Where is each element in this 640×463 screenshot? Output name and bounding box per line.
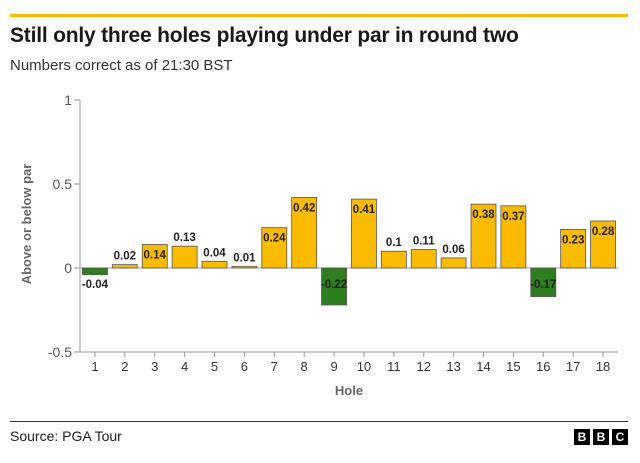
x-tick-label: 5 — [211, 359, 218, 374]
logo-letter: B — [593, 429, 609, 445]
bar — [410, 249, 437, 269]
data-label: 0.28 — [592, 226, 615, 238]
bar — [351, 198, 377, 269]
data-label: 0.1 — [386, 237, 403, 249]
x-tick-label: 2 — [121, 359, 128, 374]
bar — [141, 244, 168, 269]
x-tick-label: 10 — [357, 359, 371, 374]
bar — [231, 265, 258, 269]
y-tick-label: 1 — [64, 92, 72, 108]
x-tick-label: 16 — [536, 359, 550, 374]
x-tick-label: 14 — [476, 359, 490, 374]
x-tick-label: 13 — [446, 359, 460, 374]
footer-rule — [10, 421, 628, 422]
y-axis-label: Above or below par — [19, 164, 34, 285]
x-tick-label: 9 — [330, 359, 337, 374]
bar — [291, 197, 318, 269]
data-label: 0.11 — [413, 236, 435, 248]
data-label: -0.17 — [530, 279, 556, 291]
bar — [560, 228, 587, 269]
x-tick-label: 6 — [241, 359, 248, 374]
bar — [171, 245, 198, 269]
x-tick-label: 12 — [416, 359, 430, 374]
bar — [500, 205, 527, 269]
bar — [530, 267, 557, 297]
data-label: 0.41 — [353, 204, 376, 216]
data-label: -0.04 — [82, 279, 109, 291]
x-tick-label: 18 — [596, 359, 610, 374]
bar — [380, 250, 407, 269]
bar — [590, 220, 616, 269]
x-tick-label: 15 — [506, 359, 520, 374]
bar — [321, 267, 347, 306]
x-tick-label: 17 — [566, 359, 580, 374]
bar — [111, 264, 138, 269]
x-tick-label: 8 — [301, 359, 308, 374]
data-label: 0.37 — [502, 211, 524, 223]
logo-letter: C — [612, 429, 628, 445]
data-label: 0.06 — [442, 244, 464, 256]
bbc-logo: B B C — [574, 429, 628, 445]
data-label: 0.02 — [114, 251, 136, 263]
x-tick-label: 4 — [181, 359, 188, 374]
x-tick-label: 11 — [387, 359, 401, 374]
x-tick-label: 7 — [271, 359, 278, 374]
x-tick-label: 1 — [91, 359, 98, 374]
data-label: 0.01 — [233, 252, 256, 264]
x-axis-label: Hole — [335, 383, 363, 398]
chart-subtitle: Numbers correct as of 21:30 BST — [10, 57, 233, 74]
bar-chart: -0.5 0 0.5 1 Above or below par -0.04 1 0.02 2 0.… — [19, 92, 618, 398]
data-label: 0.38 — [472, 209, 495, 221]
chart-title: Still only three holes playing under par… — [10, 24, 519, 47]
x-tick-label: 3 — [151, 359, 158, 374]
bar — [261, 227, 288, 269]
data-label: -0.22 — [321, 279, 347, 291]
bar — [82, 267, 108, 276]
logo-letter: B — [574, 429, 590, 445]
data-label: 0.23 — [562, 234, 584, 246]
data-label: 0.24 — [263, 233, 286, 245]
data-label: 0.42 — [293, 202, 315, 214]
data-label: 0.04 — [203, 247, 226, 259]
source-note: Source: PGA Tour — [10, 428, 122, 444]
top-accent-rule — [10, 14, 628, 17]
data-label: 0.14 — [144, 249, 167, 261]
bar — [470, 203, 497, 269]
bar — [440, 257, 467, 269]
y-tick-label: 0.5 — [53, 176, 73, 192]
y-tick-label: -0.5 — [48, 344, 72, 360]
bar — [201, 260, 228, 269]
data-label: 0.13 — [173, 232, 195, 244]
y-tick-label: 0 — [64, 260, 72, 276]
